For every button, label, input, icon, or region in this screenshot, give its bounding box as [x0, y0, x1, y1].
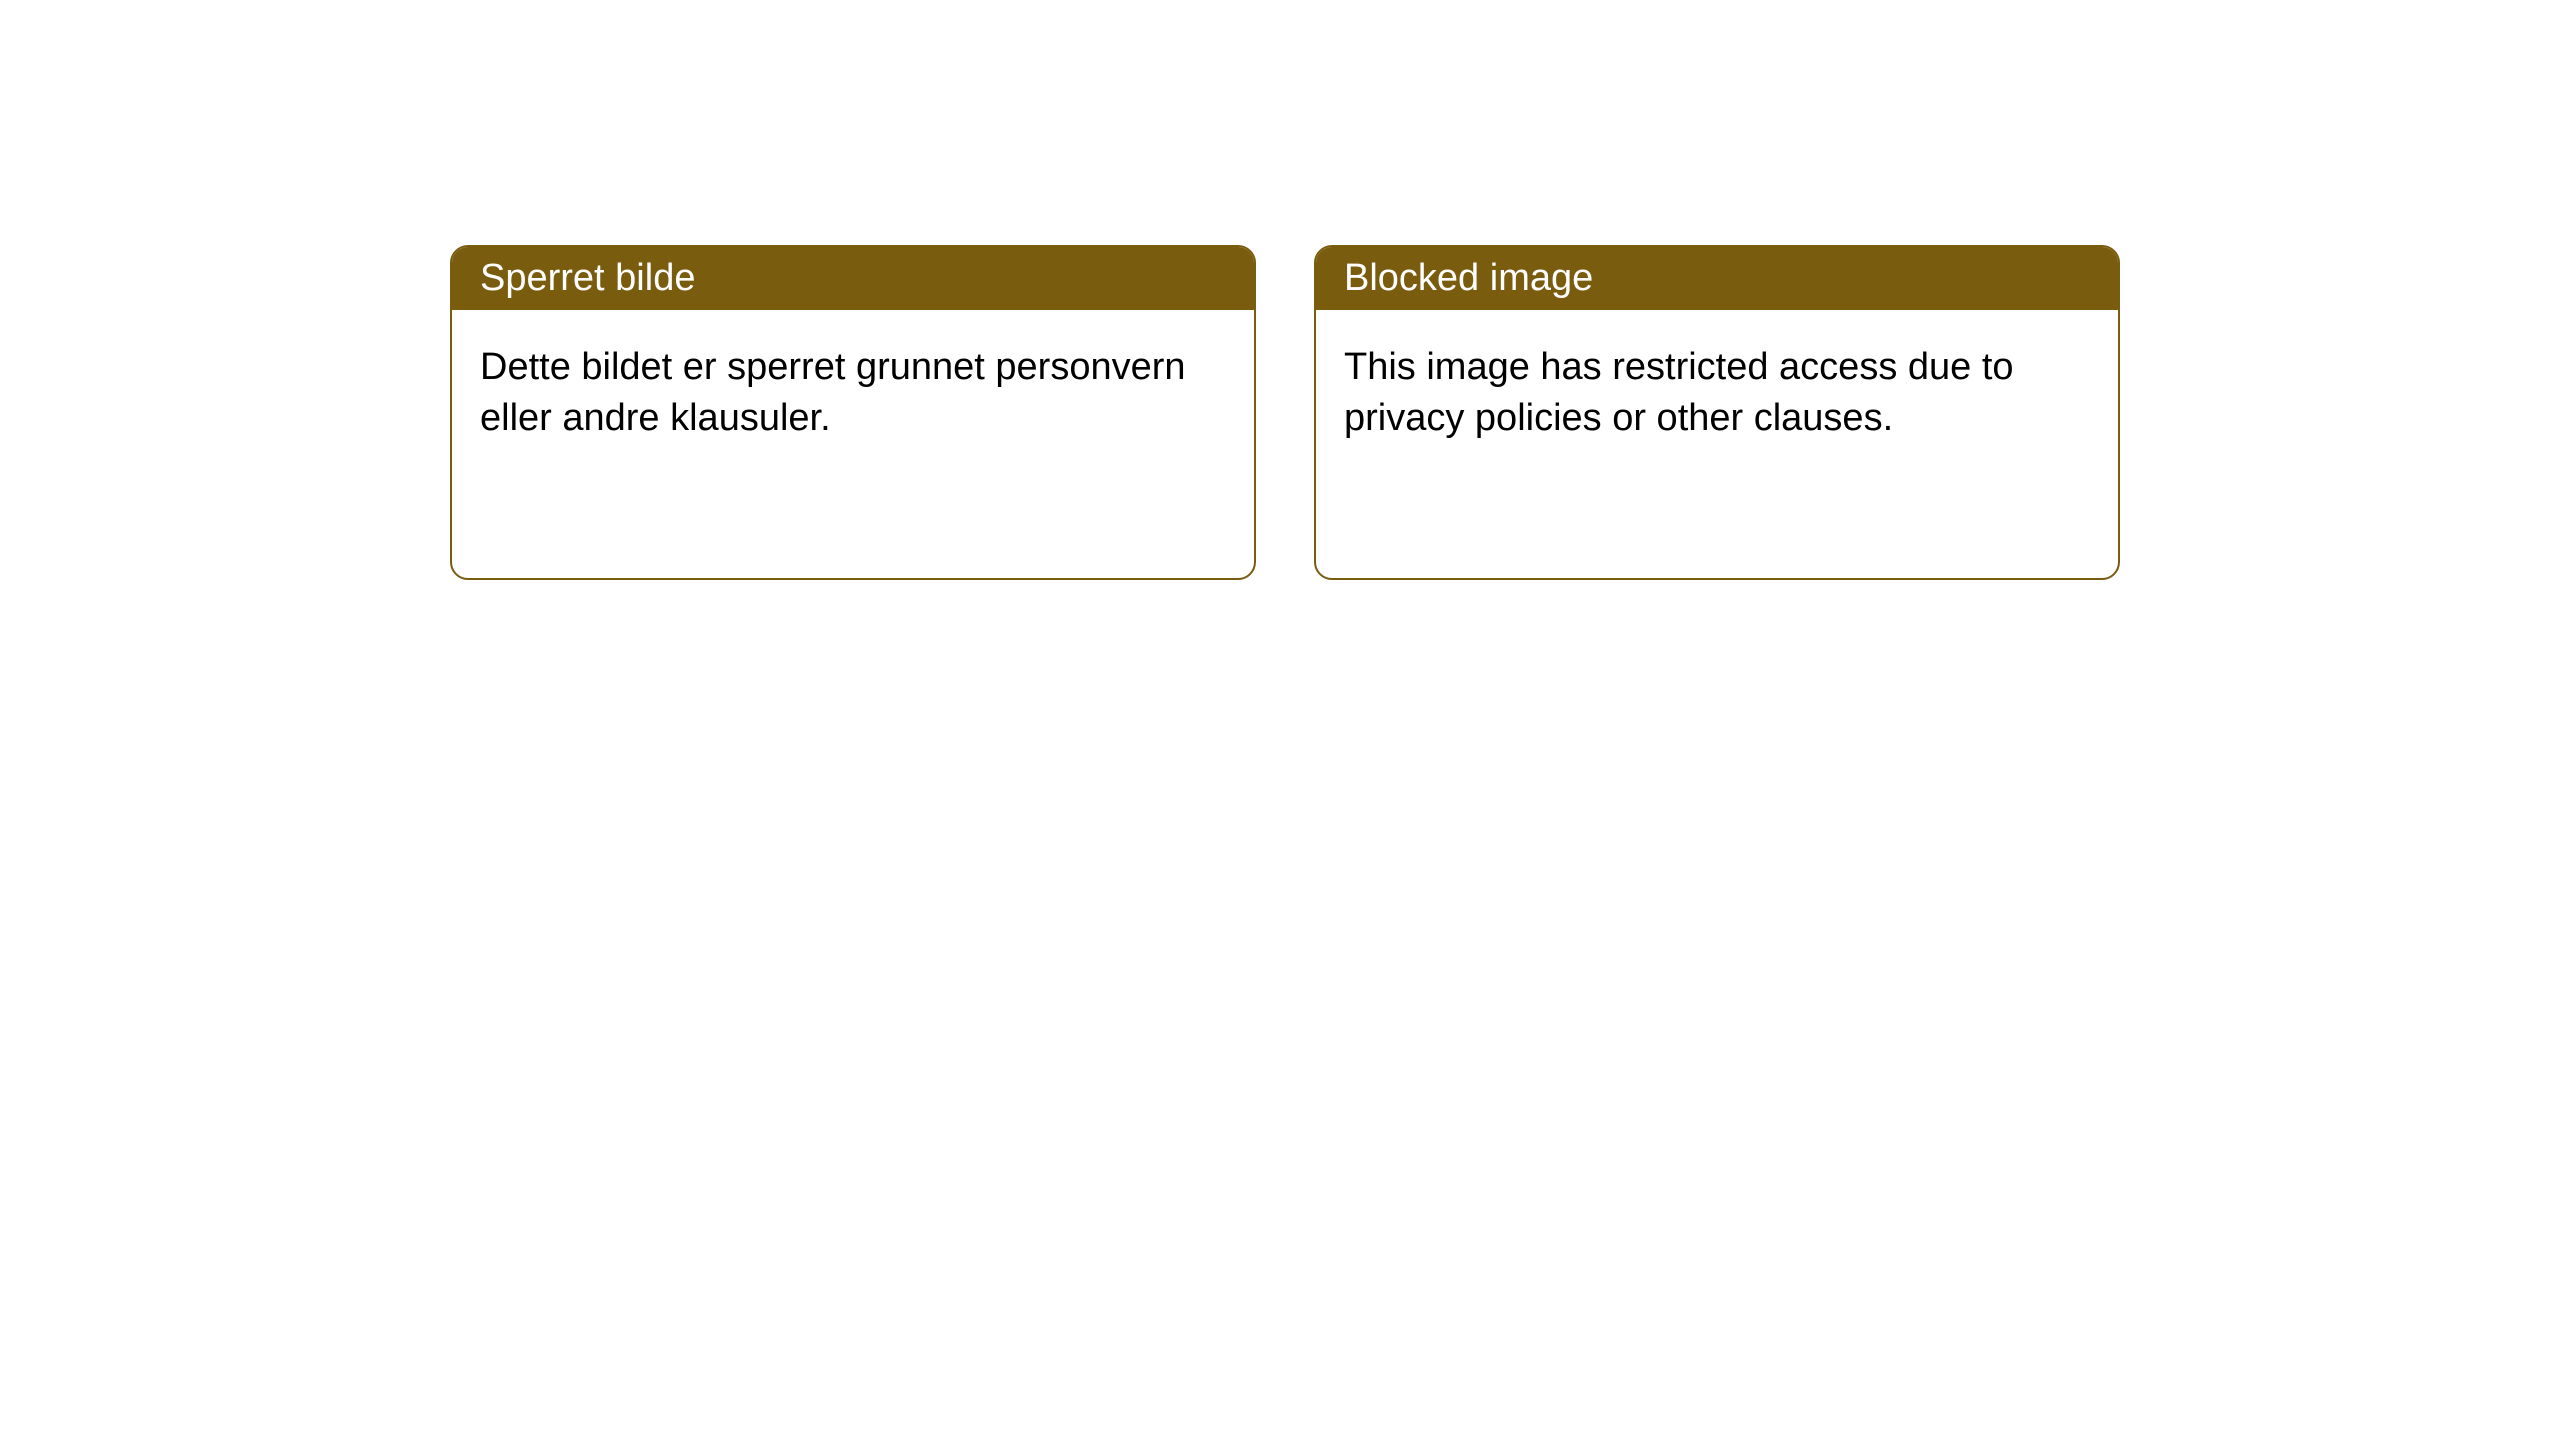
notice-body-text: Dette bildet er sperret grunnet personve… — [480, 346, 1186, 439]
notice-title: Blocked image — [1344, 257, 1593, 299]
notice-card-english: Blocked image This image has restricted … — [1314, 245, 2120, 580]
notice-body: Dette bildet er sperret grunnet personve… — [452, 310, 1254, 477]
notice-body-text: This image has restricted access due to … — [1344, 346, 2014, 439]
notice-header: Sperret bilde — [452, 247, 1254, 310]
notice-card-norwegian: Sperret bilde Dette bildet er sperret gr… — [450, 245, 1256, 580]
notice-title: Sperret bilde — [480, 257, 695, 299]
notice-header: Blocked image — [1316, 247, 2118, 310]
notice-body: This image has restricted access due to … — [1316, 310, 2118, 477]
notice-container: Sperret bilde Dette bildet er sperret gr… — [0, 0, 2560, 580]
